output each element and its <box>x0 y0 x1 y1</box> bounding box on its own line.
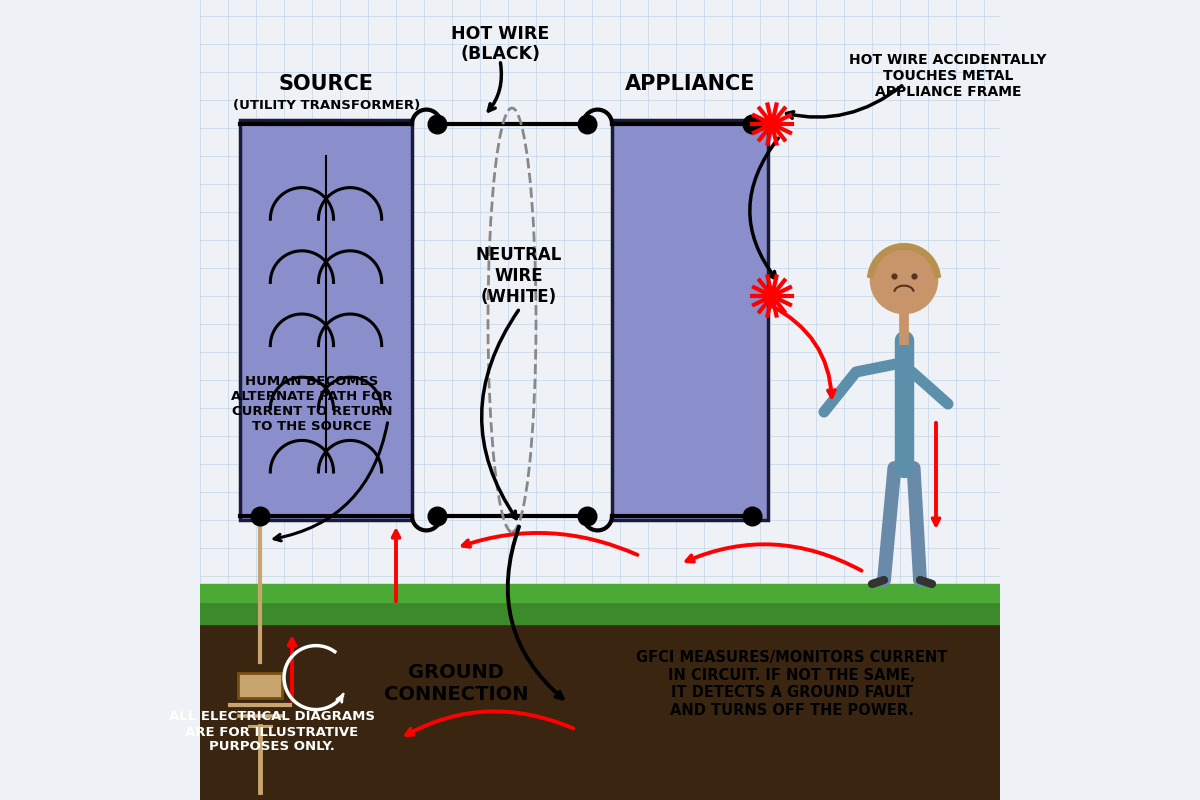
Bar <box>200 624 1000 800</box>
Text: HOT WIRE
(BLACK): HOT WIRE (BLACK) <box>451 25 550 63</box>
Text: NEUTRAL
WIRE
(WHITE): NEUTRAL WIRE (WHITE) <box>475 246 562 306</box>
Text: (UTILITY TRANSFORMER): (UTILITY TRANSFORMER) <box>233 99 420 112</box>
Bar <box>240 120 412 520</box>
Text: GROUND
CONNECTION: GROUND CONNECTION <box>384 663 528 705</box>
Text: SOURCE: SOURCE <box>278 74 374 94</box>
Point <box>427 118 446 130</box>
Point <box>427 510 446 522</box>
Text: GFCI MEASURES/MONITORS CURRENT
IN CIRCUIT. IF NOT THE SAME,
IT DETECTS A GROUND : GFCI MEASURES/MONITORS CURRENT IN CIRCUI… <box>636 650 948 718</box>
Point <box>904 270 923 282</box>
Text: HUMAN BECOMES
ALTERNATE PATH FOR
CURRENT TO RETURN
TO THE SOURCE: HUMAN BECOMES ALTERNATE PATH FOR CURRENT… <box>232 375 392 433</box>
Bar <box>612 120 768 520</box>
Bar <box>200 584 1000 602</box>
Point <box>743 118 762 130</box>
Text: HOT WIRE ACCIDENTALLY
TOUCHES METAL
APPLIANCE FRAME: HOT WIRE ACCIDENTALLY TOUCHES METAL APPL… <box>850 53 1046 99</box>
Point <box>577 118 596 130</box>
Point <box>884 270 904 282</box>
Point <box>743 510 762 522</box>
Bar <box>238 673 282 698</box>
Point <box>251 510 270 522</box>
Text: APPLIANCE: APPLIANCE <box>625 74 756 94</box>
Bar <box>200 598 1000 624</box>
Point <box>577 510 596 522</box>
Text: ALL ELECTRICAL DIAGRAMS
ARE FOR ILLUSTRATIVE
PURPOSES ONLY.: ALL ELECTRICAL DIAGRAMS ARE FOR ILLUSTRA… <box>169 710 374 754</box>
Circle shape <box>870 246 937 314</box>
